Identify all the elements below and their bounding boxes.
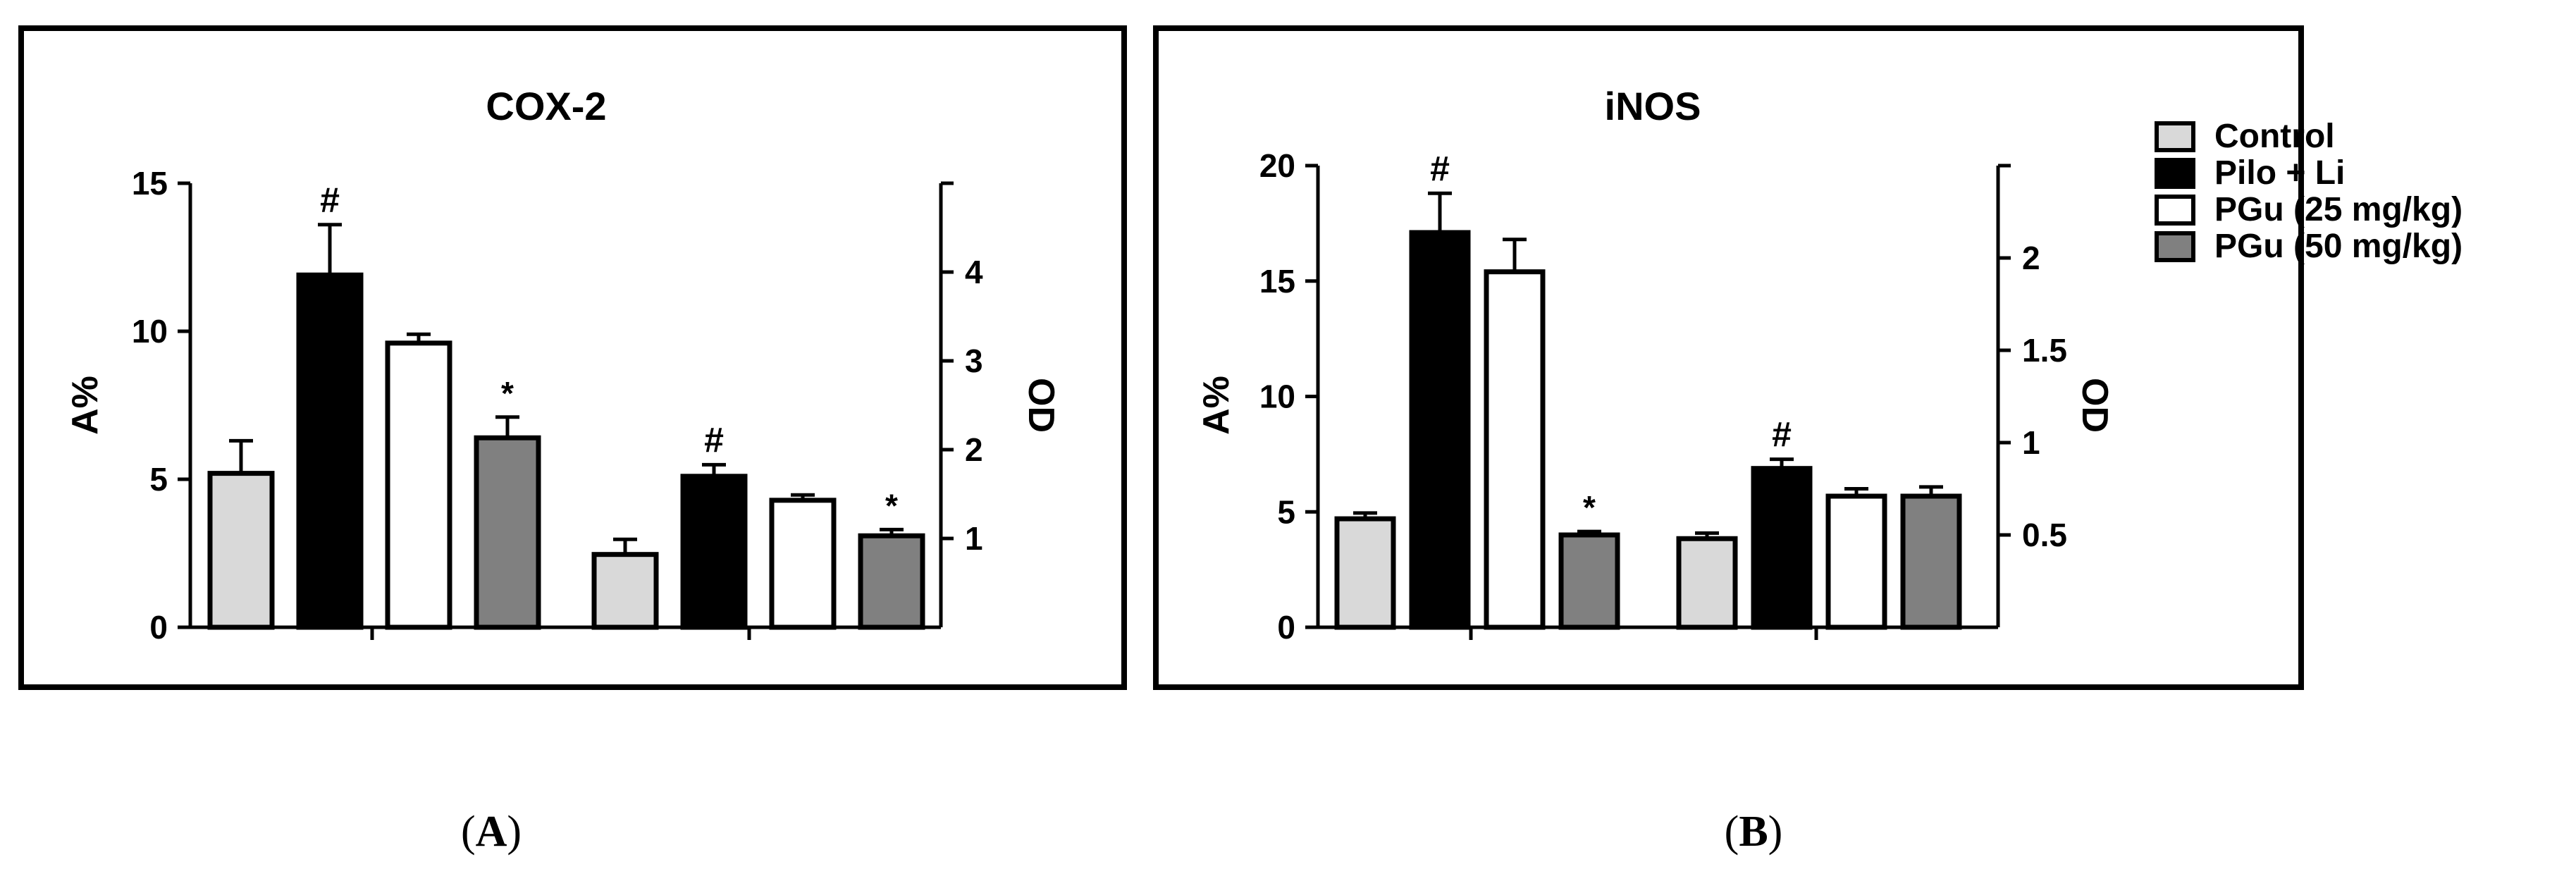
panel-a-group1-bar-pgu-50-mg-kg	[474, 435, 541, 630]
caption-b: (B)	[1724, 808, 1783, 856]
panel-b-right-tick-label: 0.5	[2022, 517, 2067, 553]
panel-b-group1-bar-pgu-25-mg-kg	[1484, 269, 1546, 630]
panel-b-left-tick-label: 10	[1259, 378, 1295, 415]
panel-a-right-tick-label: 3	[965, 343, 983, 379]
panel-b-right-tick-label: 1.5	[2022, 332, 2067, 369]
panel-a-group2-bar-pgu-25-mg-kg	[769, 498, 837, 630]
panel-b-y-label: A%	[1196, 376, 1237, 435]
legend-label-pgu-50-mg-kg: PGu (50 mg/kg)	[2214, 228, 2463, 265]
panel-a-left-tick-label: 10	[132, 313, 168, 350]
caption-b-letter: B	[1739, 808, 1768, 856]
caption-a: (A)	[460, 808, 522, 856]
legend-label-pgu-25-mg-kg: PGu (25 mg/kg)	[2214, 191, 2463, 228]
panel-b-group2-bar-pgu-25-mg-kg	[1825, 493, 1887, 630]
legend-swatch-pgu-25-mg-kg	[2155, 195, 2195, 226]
panel-a-y-label: A%	[65, 376, 106, 435]
caption-a-letter: A	[475, 808, 507, 856]
panel-b-group2-bar-pgu-50-mg-kg	[1900, 493, 1962, 630]
panel-a-title: COX-2	[486, 84, 606, 128]
legend-label-pilo-li: Pilo + Li	[2214, 154, 2345, 192]
panel-a-group2-bar-pgu-50-mg-kg-significance-mark: *	[885, 487, 898, 524]
panel-b-left-tick-label: 0	[1277, 609, 1295, 646]
panel-a-chart: COX-2 0 5 10 15 A% 1 2 3 4 OD # * # *	[18, 25, 1127, 690]
panel-b-group1-bar-pilo-li-significance-mark: #	[1430, 149, 1450, 188]
panel-b-left-tick-label: 20	[1259, 147, 1295, 184]
panel-a-right-tick-label: 2	[965, 431, 983, 468]
panel-a-right-tick-label: 1	[965, 520, 983, 557]
panel-a-group2-bar-pgu-50-mg-kg	[858, 533, 925, 630]
panel-b-left-tick-label: 15	[1259, 263, 1295, 300]
panel-a-left-tick-label: 15	[132, 165, 168, 202]
panel-a-group2-bar-pilo-li	[680, 474, 748, 630]
panel-b-right-tick-label: 2	[2022, 240, 2040, 276]
panel-b-group2-bar-pilo-li-significance-mark: #	[1772, 415, 1792, 455]
panel-b-group1-bar-pilo-li	[1409, 230, 1471, 630]
legend-swatch-control	[2155, 121, 2195, 152]
legend-swatch-pgu-50-mg-kg	[2155, 231, 2195, 262]
panel-a-left-tick-label: 5	[149, 461, 168, 498]
panel-a-group1-bar-pgu-25-mg-kg	[385, 340, 452, 630]
panel-b-group2-bar-control	[1676, 536, 1738, 630]
panel-a-y2-label: OD	[1021, 378, 1061, 433]
panel-b-group1-bar-pgu-50-mg-kg	[1558, 532, 1620, 630]
panel-a-frame	[18, 25, 1127, 690]
panel-b-group1-bar-pgu-50-mg-kg-significance-mark: *	[1583, 489, 1596, 526]
panel-a-group1-bar-pgu-50-mg-kg-significance-mark: *	[501, 375, 514, 412]
panel-a-group2-bar-control	[591, 552, 659, 630]
panel-b-group2-bar-pilo-li	[1751, 466, 1813, 630]
legend-label-control: Control	[2214, 118, 2335, 155]
panel-b-left-tick-label: 5	[1277, 493, 1295, 530]
panel-a-group1-bar-control	[207, 471, 275, 630]
panel-a-right-tick-label: 4	[965, 254, 983, 290]
panel-b-frame	[1153, 25, 2304, 690]
panel-a-group1-bar-pilo-li	[296, 272, 364, 630]
panel-a-group1-bar-pilo-li-significance-mark: #	[320, 180, 340, 220]
panel-a-left-tick-label: 0	[149, 609, 168, 646]
panel-b-title: iNOS	[1605, 84, 1701, 128]
panel-b-y2-label: OD	[2074, 378, 2115, 433]
legend-swatch-pilo-li	[2155, 158, 2195, 189]
panel-a-group2-bar-pilo-li-significance-mark: #	[704, 420, 724, 460]
panel-b-right-tick-label: 1	[2022, 424, 2040, 461]
panel-b-group1-bar-control	[1334, 516, 1396, 630]
